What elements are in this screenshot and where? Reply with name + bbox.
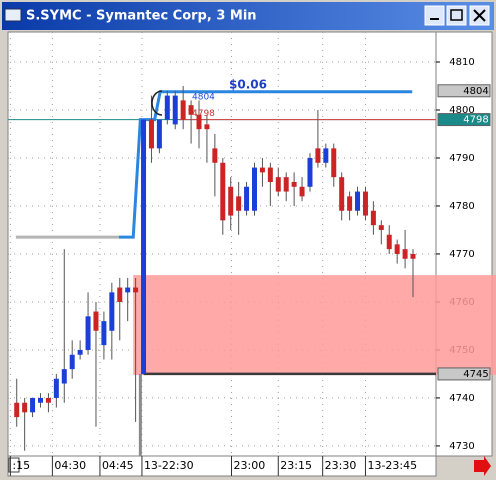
price-tag — [437, 113, 491, 127]
y-tick-label: 4780 — [449, 201, 474, 212]
candle-body — [347, 196, 353, 211]
candle-body — [156, 119, 162, 149]
candle-body — [378, 225, 384, 230]
candle-body — [117, 287, 123, 302]
candle-body — [244, 186, 250, 211]
maximize-button[interactable] — [446, 5, 467, 26]
plot-layer: 473047404750476047704780479048004810:150… — [8, 32, 496, 476]
candle-body — [220, 162, 226, 221]
candle-body — [101, 321, 107, 346]
candle-body — [315, 148, 321, 163]
candle-body — [251, 167, 257, 211]
candle-body — [204, 124, 210, 130]
candle-body — [323, 148, 329, 163]
candle-body — [275, 177, 281, 192]
candle-body — [394, 244, 400, 254]
candle-body — [410, 253, 416, 259]
y-tick-label: 4740 — [449, 393, 474, 404]
x-tick-label: :15 — [12, 459, 30, 472]
candle-body — [61, 369, 67, 384]
price-tag — [437, 367, 491, 381]
candle-body — [291, 181, 297, 187]
y-tick-label: 4810 — [449, 57, 474, 68]
candle-body — [93, 311, 99, 331]
window-title: S.SYMC - Symantec Corp, 3 Min — [26, 9, 257, 24]
candle-body — [22, 402, 28, 413]
zone — [133, 275, 496, 375]
x-tick-label: 13-22:30 — [144, 459, 194, 472]
candle-body — [45, 397, 51, 403]
candle-body — [141, 119, 147, 374]
candle-body — [339, 177, 345, 211]
candle-body — [307, 157, 313, 187]
candle-body — [85, 316, 91, 350]
candle-body — [402, 249, 408, 259]
minimize-button[interactable] — [424, 5, 445, 26]
candle-body — [267, 167, 273, 182]
candle-body — [30, 397, 36, 413]
title-bar — [2, 2, 494, 30]
candle-body — [133, 287, 139, 293]
x-tick-label: 23:30 — [325, 459, 357, 472]
y-tick-label: 4790 — [449, 153, 474, 164]
x-tick-label: 23:00 — [234, 459, 266, 472]
scroll-right-arrow[interactable] — [474, 456, 491, 476]
candle-body — [236, 196, 242, 211]
candle-body — [172, 95, 178, 125]
candle-body — [109, 292, 115, 331]
candle-body — [228, 186, 234, 216]
candle-body — [125, 287, 131, 293]
candle-body — [196, 114, 202, 130]
level-label: 4798 — [192, 109, 215, 119]
price-tag — [437, 84, 491, 98]
price-tag-label: 4804 — [463, 86, 488, 97]
candle-body — [69, 354, 75, 370]
candle-body — [77, 349, 83, 355]
candle-body — [148, 119, 154, 149]
candle-body — [370, 210, 376, 226]
plot-area — [7, 31, 437, 457]
candle-body — [164, 95, 170, 120]
x-tick-label: 04:45 — [102, 459, 134, 472]
candle-body — [180, 100, 186, 120]
candle-body — [355, 191, 361, 211]
x-tick-label: 04:30 — [54, 459, 86, 472]
maximize-icon — [450, 9, 463, 21]
price-axis — [435, 31, 493, 457]
price-tag-label: 4745 — [463, 369, 488, 380]
scroll-box[interactable] — [8, 457, 20, 473]
price-tag-label: 4798 — [463, 115, 488, 126]
level-label: 4804 — [192, 92, 215, 102]
y-tick-label: 4770 — [449, 249, 474, 260]
x-tick-label: 23:15 — [280, 459, 312, 472]
close-icon — [473, 9, 486, 22]
candle-body — [362, 191, 368, 216]
overlay-line — [118, 90, 413, 239]
candle-body — [299, 186, 305, 197]
candle-body — [14, 402, 20, 418]
window-buttons — [424, 5, 490, 26]
annotation: $0.06 — [229, 78, 267, 92]
y-tick-label: 4730 — [449, 441, 474, 452]
candle-body — [212, 148, 218, 163]
app-icon — [4, 8, 22, 22]
candle-body — [53, 378, 59, 398]
candle-body — [283, 177, 289, 192]
drag-handle — [151, 90, 163, 116]
y-tick-label: 4800 — [449, 105, 474, 116]
candle-body — [331, 148, 337, 178]
x-tick-label: 13-23:45 — [367, 459, 417, 472]
candle-body — [188, 105, 194, 115]
candle-body — [386, 234, 392, 250]
candle-body — [37, 397, 43, 403]
time-axis — [7, 455, 437, 477]
candle-body — [259, 167, 265, 173]
minimize-icon — [430, 18, 439, 20]
